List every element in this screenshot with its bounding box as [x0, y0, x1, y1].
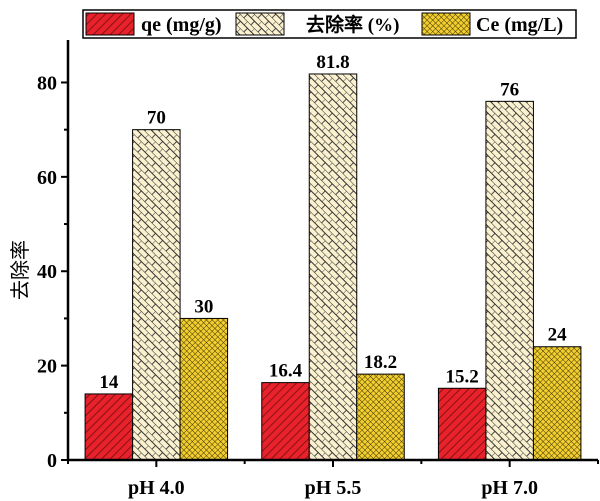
bar-qe [261, 382, 310, 461]
bar-removal [485, 100, 534, 461]
legend-label-ce: Ce (mg/L) [476, 14, 563, 36]
y-axis-label: 去除率 [8, 240, 32, 300]
bar-removal [132, 129, 181, 461]
data-label: 15.2 [446, 366, 479, 387]
data-label: 18.2 [364, 352, 397, 373]
y-tick-label: 20 [37, 356, 57, 378]
legend-swatch-removal [235, 12, 285, 36]
bar-ce [532, 346, 582, 461]
legend: qe (mg/g) 去除率 (%) Ce (mg/L) [82, 9, 577, 39]
bar-ce [179, 317, 229, 461]
data-label: 14 [99, 372, 119, 393]
y-tick-label: 40 [37, 261, 57, 283]
x-tick-label: pH 4.0 [128, 477, 185, 499]
y-tick-label: 80 [37, 72, 57, 94]
bar-ce [356, 373, 405, 461]
data-label: 76 [500, 79, 519, 100]
data-label: 81.8 [316, 52, 349, 73]
y-tick-label: 60 [37, 167, 57, 189]
data-label: 30 [194, 296, 213, 317]
bar-qe [437, 387, 487, 461]
legend-swatch-ce [421, 12, 471, 36]
y-tick-label: 0 [47, 450, 57, 472]
bar-qe [84, 393, 134, 461]
data-label: 70 [147, 108, 166, 129]
x-tick-label: pH 7.0 [481, 477, 538, 499]
legend-swatch-qe [85, 12, 135, 36]
data-label: 16.4 [269, 361, 303, 382]
data-label: 24 [548, 325, 568, 346]
bar-removal [308, 73, 358, 461]
legend-label-removal: 去除率 (%) [306, 13, 399, 36]
x-tick-label: pH 5.5 [305, 477, 362, 499]
legend-label-qe: qe (mg/g) [141, 14, 222, 36]
